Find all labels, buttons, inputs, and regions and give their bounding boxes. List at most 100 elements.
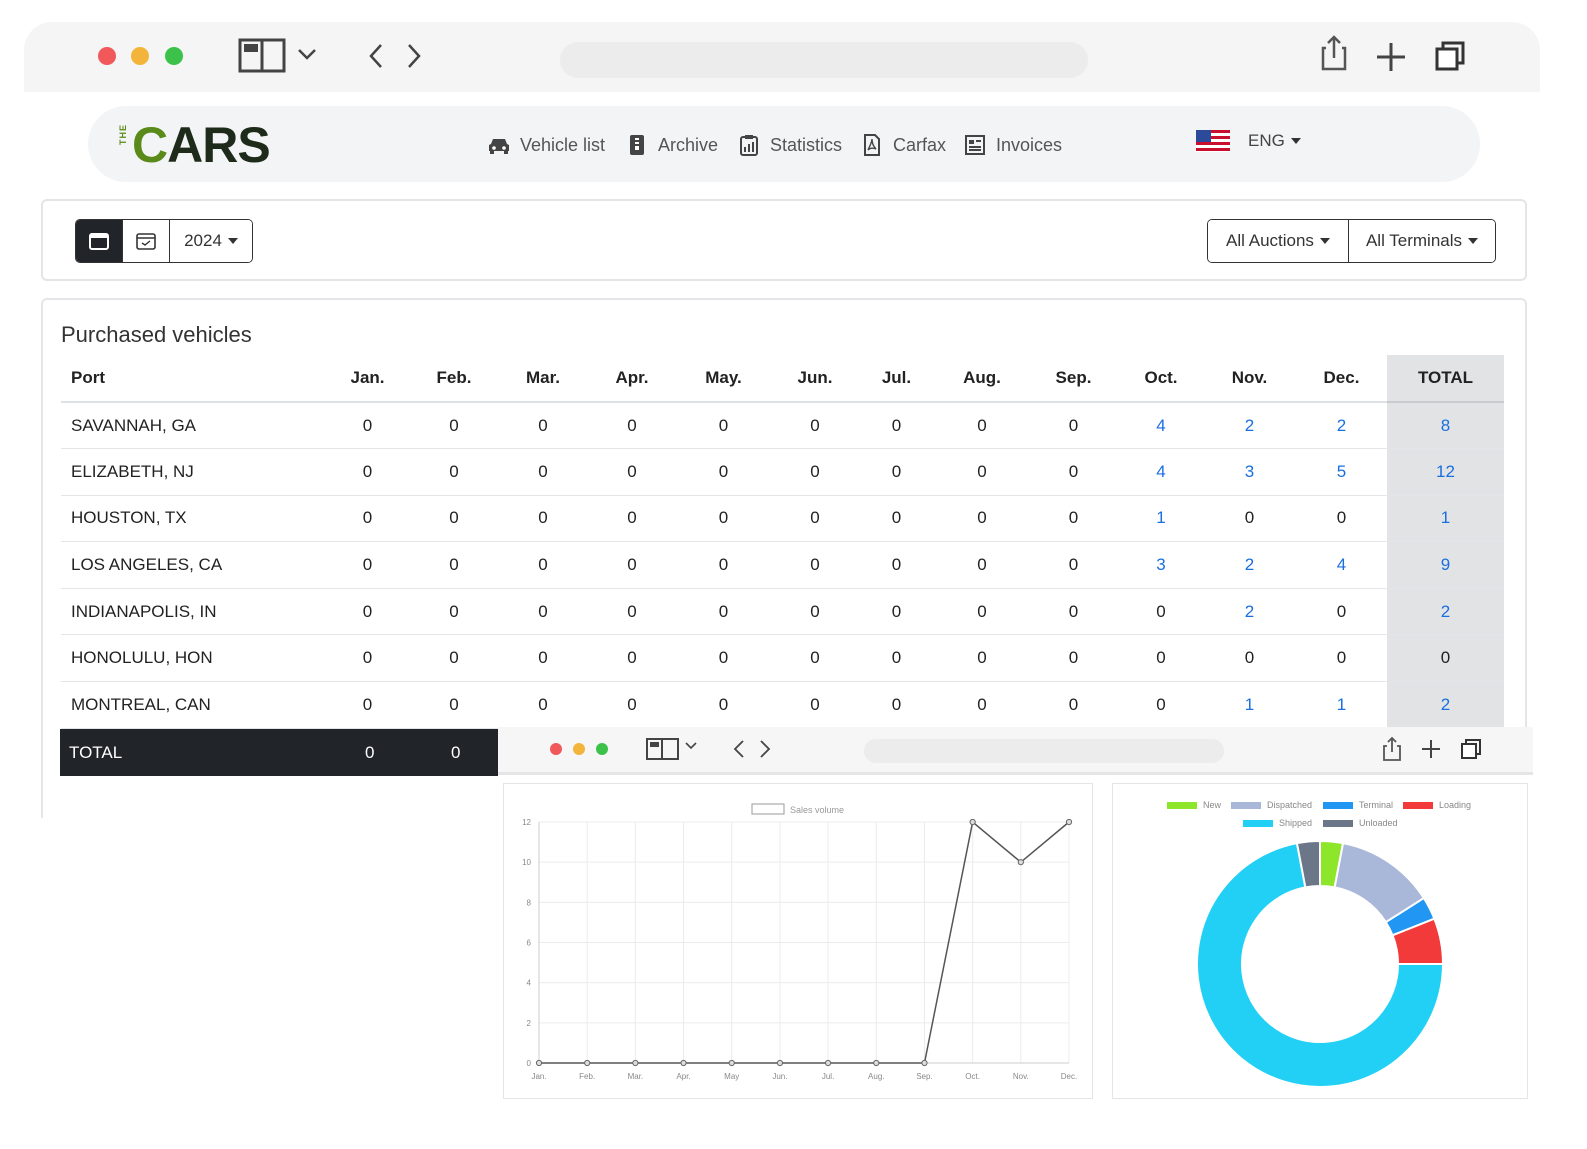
month-cell: 0 xyxy=(323,448,412,496)
month-cell: 0 xyxy=(590,588,674,636)
x-tick-label: Oct. xyxy=(965,1072,980,1081)
data-point xyxy=(680,1059,687,1067)
sidebar-toggle-icon[interactable] xyxy=(646,737,680,761)
month-cell[interactable]: 4 xyxy=(1119,448,1203,496)
back-arrow-icon[interactable] xyxy=(732,739,746,759)
invoice-icon xyxy=(964,134,986,156)
month-cell[interactable]: 1 xyxy=(1296,681,1387,729)
y-tick-label: 2 xyxy=(527,1019,532,1028)
auctions-dropdown[interactable]: All Auctions xyxy=(1208,220,1349,262)
us-flag-icon xyxy=(1196,130,1230,152)
total-cell[interactable]: 9 xyxy=(1387,541,1504,589)
data-point xyxy=(824,1059,832,1067)
total-cell[interactable]: 1 xyxy=(1387,495,1504,543)
nav-archive[interactable]: Archive xyxy=(626,132,718,158)
column-header: Dec. xyxy=(1296,355,1387,403)
legend-item[interactable]: Shipped xyxy=(1243,818,1312,828)
chevron-down-icon[interactable] xyxy=(684,741,698,751)
minimize-window-dot[interactable] xyxy=(131,47,149,65)
sidebar-toggle-icon[interactable] xyxy=(238,38,288,74)
month-cell: 0 xyxy=(1028,495,1119,543)
month-cell: 0 xyxy=(496,634,590,683)
legend-item[interactable]: Unloaded xyxy=(1323,818,1398,828)
total-cell[interactable]: 2 xyxy=(1387,681,1504,729)
month-cell[interactable]: 2 xyxy=(1296,402,1387,450)
forward-arrow-icon[interactable] xyxy=(758,739,772,759)
month-cell: 0 xyxy=(936,402,1028,450)
legend-label: New xyxy=(1203,800,1222,810)
nav-vehicle-list[interactable]: Vehicle list xyxy=(488,132,605,158)
chevron-down-icon[interactable] xyxy=(296,46,318,62)
month-cell: 0 xyxy=(674,588,773,636)
legend-item[interactable]: New xyxy=(1167,800,1221,810)
close-window-dot[interactable] xyxy=(550,743,562,755)
charts-window-toolbar xyxy=(498,727,1533,775)
month-cell[interactable]: 2 xyxy=(1203,402,1296,450)
column-header: Jan. xyxy=(323,355,412,403)
back-arrow-icon[interactable] xyxy=(366,42,386,70)
month-cell[interactable]: 5 xyxy=(1296,448,1387,496)
month-cell: 0 xyxy=(1028,681,1119,729)
month-cell[interactable]: 1 xyxy=(1203,681,1296,729)
purchased-vehicles-table: Port Jan. Feb. Mar. Apr. May. Jun. Jul. … xyxy=(61,355,1504,729)
column-header: May. xyxy=(674,355,773,403)
month-cell[interactable]: 3 xyxy=(1203,448,1296,496)
calendar-icon xyxy=(89,233,109,250)
new-tab-icon[interactable] xyxy=(1374,40,1408,74)
year-view-button[interactable] xyxy=(76,220,123,262)
total-row-jan: 0 xyxy=(365,743,375,762)
month-cell: 0 xyxy=(773,541,857,589)
table-header-row: Port Jan. Feb. Mar. Apr. May. Jun. Jul. … xyxy=(61,355,1504,403)
total-cell[interactable]: 2 xyxy=(1387,588,1504,636)
nav-invoices[interactable]: Invoices xyxy=(964,132,1062,158)
legend-item[interactable]: Dispatched xyxy=(1231,800,1312,810)
terminals-dropdown[interactable]: All Terminals xyxy=(1349,220,1495,262)
close-window-dot[interactable] xyxy=(98,47,116,65)
caret-down-icon xyxy=(1319,238,1330,244)
month-cell: 0 xyxy=(323,402,412,450)
status-donut-chart-panel: New Dispatched Terminal Loading Shipped Unloa… xyxy=(1112,783,1528,1099)
month-cell: 0 xyxy=(590,541,674,589)
port-cell: SAVANNAH, GA xyxy=(61,402,323,450)
month-cell: 0 xyxy=(590,495,674,543)
new-tab-icon[interactable] xyxy=(1420,738,1442,760)
legend-item[interactable]: Terminal xyxy=(1323,800,1393,810)
month-cell: 0 xyxy=(323,495,412,543)
address-bar[interactable] xyxy=(864,739,1224,763)
month-cell[interactable]: 3 xyxy=(1119,541,1203,589)
total-cell[interactable]: 8 xyxy=(1387,402,1504,450)
month-cell: 0 xyxy=(323,634,412,683)
month-cell[interactable]: 4 xyxy=(1296,541,1387,589)
month-cell[interactable]: 2 xyxy=(1203,588,1296,636)
total-cell[interactable]: 12 xyxy=(1387,448,1504,496)
maximize-window-dot[interactable] xyxy=(596,743,608,755)
month-cell[interactable]: 4 xyxy=(1119,402,1203,450)
maximize-window-dot[interactable] xyxy=(165,47,183,65)
port-cell: LOS ANGELES, CA xyxy=(61,541,323,589)
language-selector[interactable]: ENG xyxy=(1196,130,1301,152)
month-cell: 0 xyxy=(936,541,1028,589)
port-cell: HOUSTON, TX xyxy=(61,495,323,543)
y-tick-label: 4 xyxy=(527,979,532,988)
caret-down-icon xyxy=(1468,238,1479,244)
nav-carfax[interactable]: Carfax xyxy=(861,132,946,158)
tabs-overview-icon[interactable] xyxy=(1434,40,1466,72)
legend-item[interactable]: Loading xyxy=(1403,800,1471,810)
archive-icon xyxy=(626,134,648,156)
tabs-overview-icon[interactable] xyxy=(1460,738,1482,760)
month-view-button[interactable] xyxy=(123,220,170,262)
year-dropdown[interactable]: 2024 xyxy=(170,220,252,262)
month-cell[interactable]: 1 xyxy=(1119,495,1203,543)
month-cell: 0 xyxy=(1119,681,1203,729)
minimize-window-dot[interactable] xyxy=(573,743,585,755)
month-cell: 0 xyxy=(857,448,936,496)
share-icon[interactable] xyxy=(1382,736,1402,762)
month-cell[interactable]: 2 xyxy=(1203,541,1296,589)
forward-arrow-icon[interactable] xyxy=(404,42,424,70)
column-header: Jul. xyxy=(857,355,936,403)
caret-down-icon xyxy=(1290,138,1301,144)
nav-statistics[interactable]: Statistics xyxy=(738,132,842,158)
share-icon[interactable] xyxy=(1320,34,1348,72)
address-bar[interactable] xyxy=(560,42,1088,78)
column-header: Jun. xyxy=(773,355,857,403)
